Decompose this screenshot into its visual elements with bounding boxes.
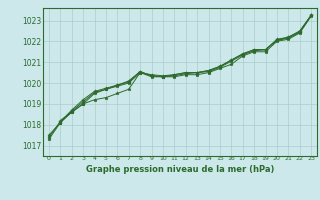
X-axis label: Graphe pression niveau de la mer (hPa): Graphe pression niveau de la mer (hPa) (86, 165, 274, 174)
